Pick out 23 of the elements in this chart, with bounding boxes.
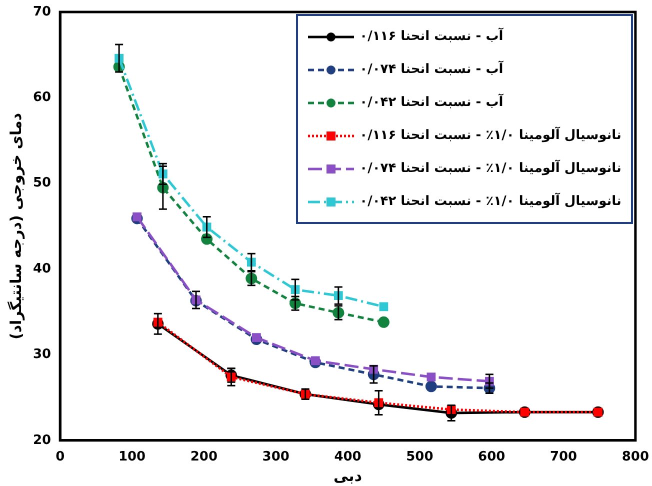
legend-label: نانوسیال آلومینا ۱/۰٪ - نسبت انحنا ۰/۱۱۶: [360, 128, 622, 143]
y-tick-label: 70: [32, 4, 52, 20]
x-tick-label: 300: [262, 450, 290, 465]
x-tick-label: 500: [406, 450, 434, 465]
x-tick-label: 200: [190, 450, 218, 465]
y-tick-label: 40: [32, 261, 52, 276]
y-tick-label: 30: [32, 347, 52, 362]
x-tick-label: 600: [478, 450, 506, 465]
legend-label: آب - نسبت انحنا ۰/۰۴۲: [360, 95, 504, 110]
x-axis-title: دبی: [334, 466, 362, 485]
x-tick-label: 700: [550, 450, 578, 465]
y-tick-label: 50: [32, 176, 52, 191]
y-tick-label: 20: [32, 432, 52, 448]
x-tick-label: 400: [334, 450, 362, 465]
x-tick-label: 0: [56, 450, 65, 465]
x-tick-label: 800: [622, 450, 649, 465]
y-axis-title: دمای خروجی (درجه سانتیگراد): [6, 112, 25, 340]
y-tick-label: 60: [32, 90, 52, 106]
legend-label: نانوسیال آلومینا ۱/۰٪ - نسبت انحنا ۰/۰۴۲: [360, 194, 622, 209]
legend-label: نانوسیال آلومینا ۱/۰٪ - نسبت انحنا ۰/۰۷۴: [360, 161, 622, 176]
legend-label: آب - نسبت انحنا ۰/۰۷۴: [360, 62, 504, 77]
legend-label: آب - نسبت انحنا ۰/۱۱۶: [360, 29, 504, 44]
x-tick-label: 100: [118, 450, 146, 465]
